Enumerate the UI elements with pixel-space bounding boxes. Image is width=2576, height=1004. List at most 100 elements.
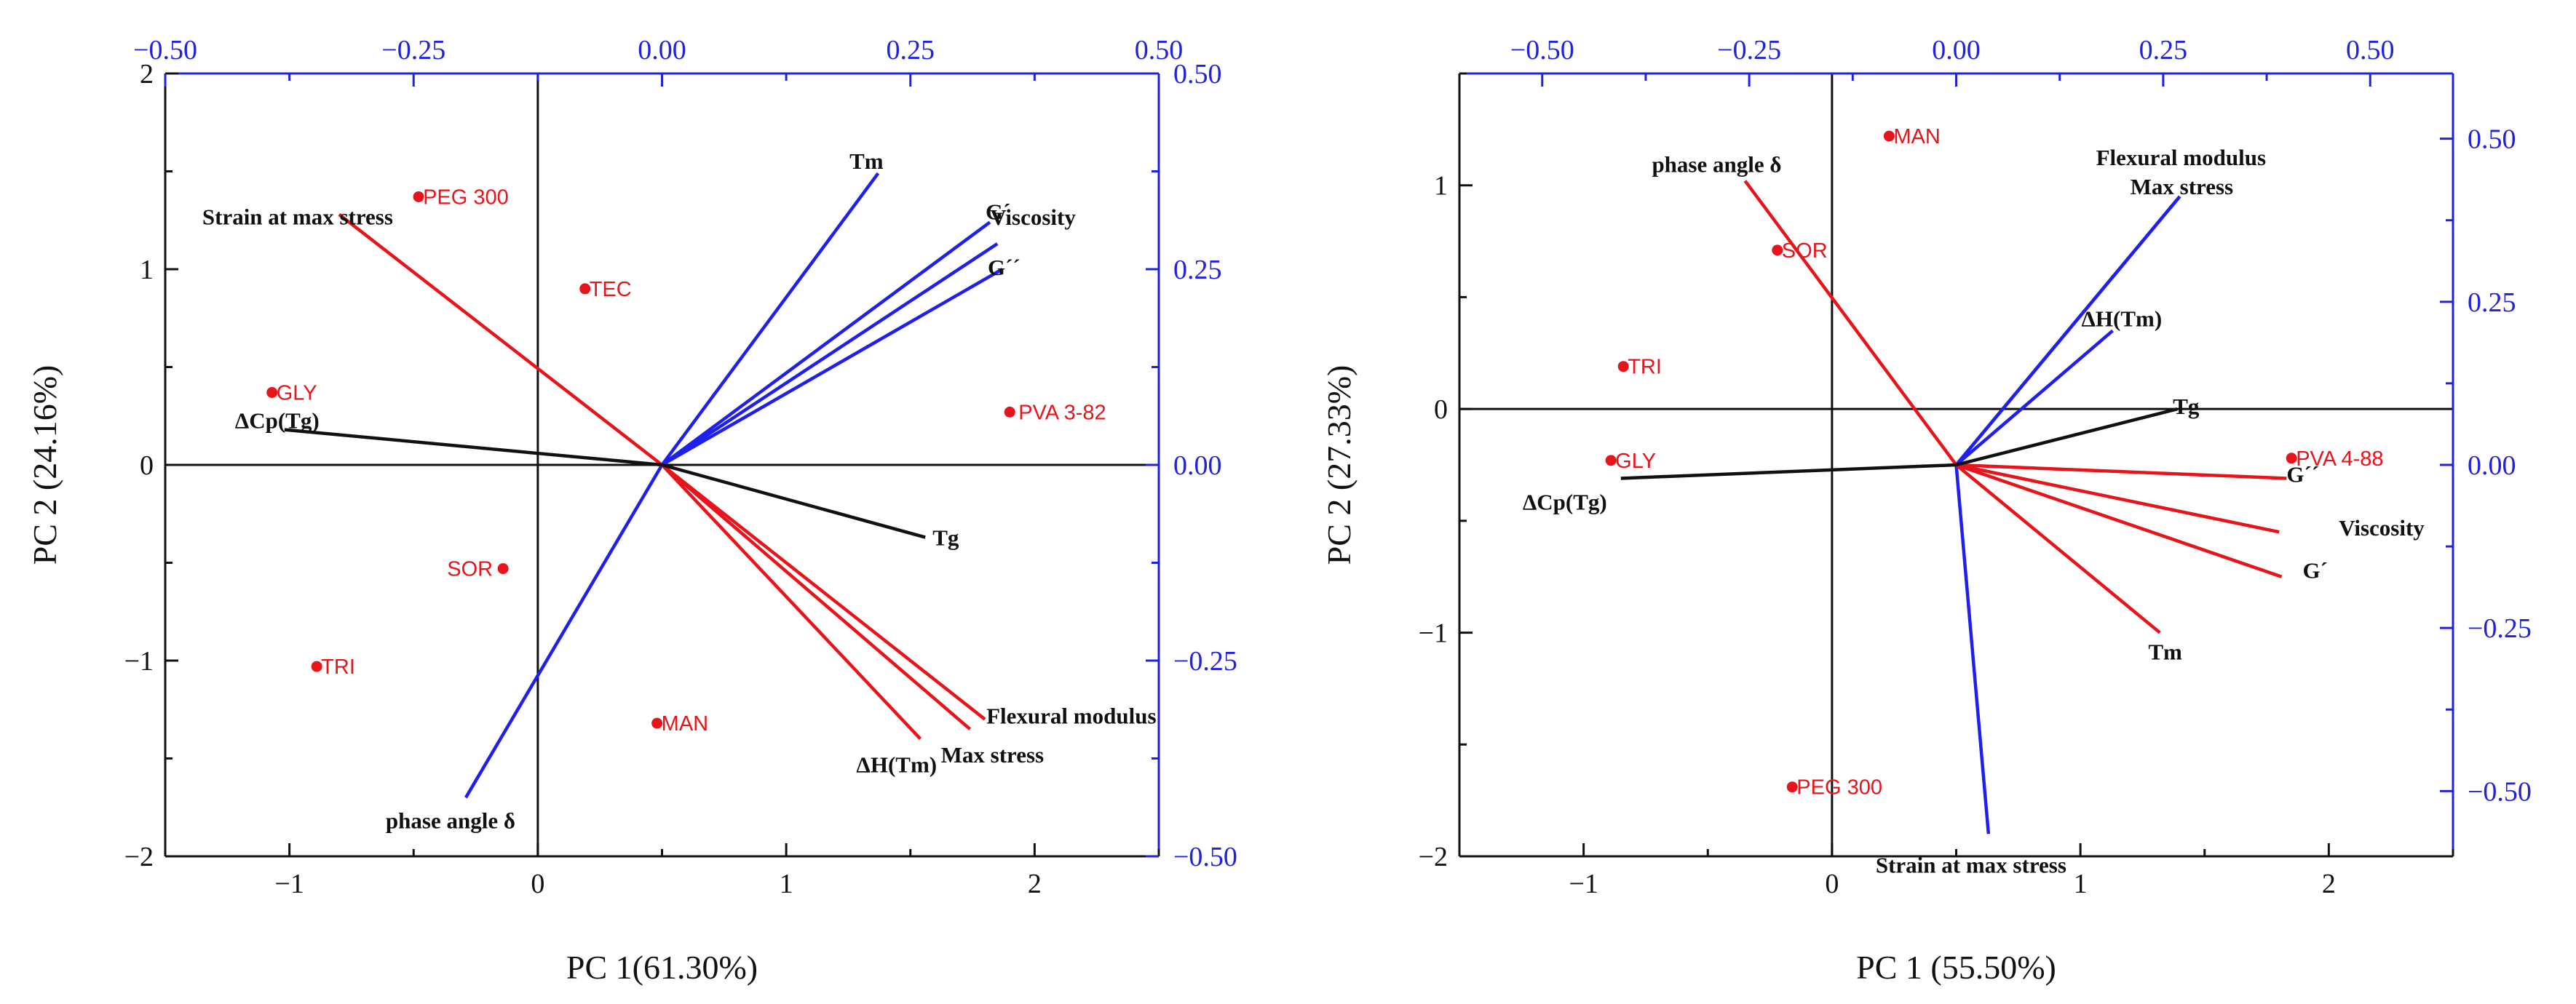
vector-g <box>1956 463 2287 480</box>
top-tick-label: 0.25 <box>2139 35 2188 65</box>
right-tick-label: 0.00 <box>1173 450 1222 481</box>
vector-g <box>1955 463 2283 578</box>
vector-viscosity <box>1956 463 2280 534</box>
x-tick-label: −1 <box>274 869 304 899</box>
vector-label-g: G´´ <box>2286 461 2319 487</box>
y-tick-label: 2 <box>140 59 154 89</box>
top-tick-label: 0.50 <box>1135 35 1184 65</box>
biplot-panel-1: Tm G´Viscosity G´´ phase angle δ Strain at m… <box>26 35 1237 986</box>
point-tri <box>311 661 322 672</box>
vector-cp-tg <box>1620 463 1957 480</box>
top-tick-label: −0.25 <box>1717 35 1781 65</box>
y-tick-label: 1 <box>1434 171 1448 202</box>
x-tick-label: 1 <box>780 869 793 899</box>
y-axis-title: PC 2 (24.16%) <box>26 365 63 565</box>
vector-h-tm <box>1955 329 2114 466</box>
top-tick-label: −0.50 <box>133 35 197 65</box>
point-label-tri: TRI <box>321 656 355 679</box>
point-label-sor: SOR <box>447 558 493 581</box>
vector-label-h-tm: ΔH(Tm) <box>2081 306 2162 332</box>
y-axis-title: PC 2 (27.33%) <box>1320 365 1358 565</box>
point-pva-4-88 <box>2286 453 2297 464</box>
vector-phase-angle <box>1743 180 1958 466</box>
top-tick-label: −0.50 <box>1510 35 1574 65</box>
x-axis-title: PC 1(61.30%) <box>566 949 758 986</box>
vector-label-tg: Tg <box>2173 394 2200 419</box>
vector-label-cp-tg: ΔCp(Tg) <box>235 408 320 434</box>
top-tick-label: −0.25 <box>381 35 445 65</box>
vector-label-g: G´ <box>2303 558 2328 583</box>
vector-strain-at-max-stress <box>1954 464 1991 834</box>
top-tick-label: 0.00 <box>1932 35 1981 65</box>
point-label-pva-4-88: PVA 4-88 <box>2296 447 2383 471</box>
right-tick-label: 0.50 <box>2468 124 2516 155</box>
vector-max-stress <box>1954 195 2181 466</box>
vector-label-viscosity: Viscosity <box>2339 515 2425 541</box>
point-label-peg-300: PEG 300 <box>423 186 509 209</box>
point-label-tec: TEC <box>590 278 632 301</box>
vector-label-h-tm: ΔH(Tm) <box>856 752 937 778</box>
vector-label-tm: Tm <box>849 148 884 174</box>
x-tick-label: 2 <box>2322 869 2336 899</box>
point-label-man: MAN <box>662 712 708 736</box>
y-tick-label: 0 <box>1434 394 1448 425</box>
point-tec <box>579 283 591 295</box>
point-label-gly: GLY <box>277 381 317 405</box>
point-label-sor: SOR <box>1782 239 1828 263</box>
point-man <box>651 717 663 729</box>
top-tick-label: 0.25 <box>887 35 935 65</box>
point-tri <box>1617 361 1629 372</box>
vector-tg <box>661 463 926 539</box>
right-tick-label: 0.50 <box>1173 59 1222 89</box>
point-label-peg-300: PEG 300 <box>1796 776 1882 800</box>
vector-phase-angle <box>464 463 664 799</box>
vector-label-strain-at-max-stress: Strain at max stress <box>202 204 393 230</box>
vector-label-phase-angle: phase angle δ <box>386 808 515 833</box>
right-tick-label: −0.25 <box>2468 613 2532 644</box>
vector-label-viscosity: Viscosity <box>990 204 1076 230</box>
y-tick-label: −1 <box>1419 618 1448 649</box>
vector-label-tg: Tg <box>932 525 959 551</box>
vector-tg <box>1955 407 2178 467</box>
x-tick-label: 2 <box>1028 869 1042 899</box>
point-pva-3-82 <box>1004 406 1015 418</box>
vector-flexural-modulus <box>661 463 986 721</box>
right-tick-label: 0.00 <box>2468 450 2516 481</box>
right-tick-label: 0.25 <box>2468 287 2516 318</box>
x-axis-title: PC 1 (55.50%) <box>1856 949 2056 986</box>
point-label-pva-3-82: PVA 3-82 <box>1018 401 1106 424</box>
point-label-gly: GLY <box>1615 450 1656 473</box>
right-tick-label: −0.50 <box>1173 842 1237 872</box>
y-tick-label: −1 <box>124 646 154 677</box>
vector-cp-tg <box>284 428 662 467</box>
right-tick-label: −0.25 <box>1173 646 1237 677</box>
vector-max-stress <box>661 463 972 730</box>
point-gly <box>266 386 278 398</box>
vector-g <box>661 268 1004 466</box>
y-tick-label: −2 <box>124 842 154 872</box>
x-tick-label: 0 <box>531 869 544 899</box>
x-tick-label: 0 <box>1825 869 1839 899</box>
vector-label-max-stress: Max stress <box>2131 174 2233 199</box>
top-tick-label: 0.00 <box>638 35 686 65</box>
vector-label-tm: Tm <box>2148 640 2182 665</box>
vector-h-tm <box>660 463 922 741</box>
point-peg-300 <box>1786 781 1798 793</box>
vector-label-max-stress: Max stress <box>941 742 1044 768</box>
right-tick-label: −0.50 <box>2468 776 2532 807</box>
vector-label-cp-tg: ΔCp(Tg) <box>1523 489 1607 514</box>
top-tick-label: 0.50 <box>2346 35 2395 65</box>
x-tick-label: −1 <box>1569 869 1598 899</box>
x-tick-label: 1 <box>2074 869 2088 899</box>
y-tick-label: 1 <box>140 255 154 285</box>
point-sor <box>497 563 509 575</box>
vector-tm <box>660 172 880 466</box>
vector-label-phase-angle: phase angle δ <box>1652 152 1781 178</box>
vector-g <box>661 220 991 466</box>
right-tick-label: 0.25 <box>1173 255 1222 285</box>
y-tick-label: 0 <box>140 450 154 481</box>
point-sor <box>1772 244 1783 256</box>
vector-viscosity <box>661 242 999 466</box>
